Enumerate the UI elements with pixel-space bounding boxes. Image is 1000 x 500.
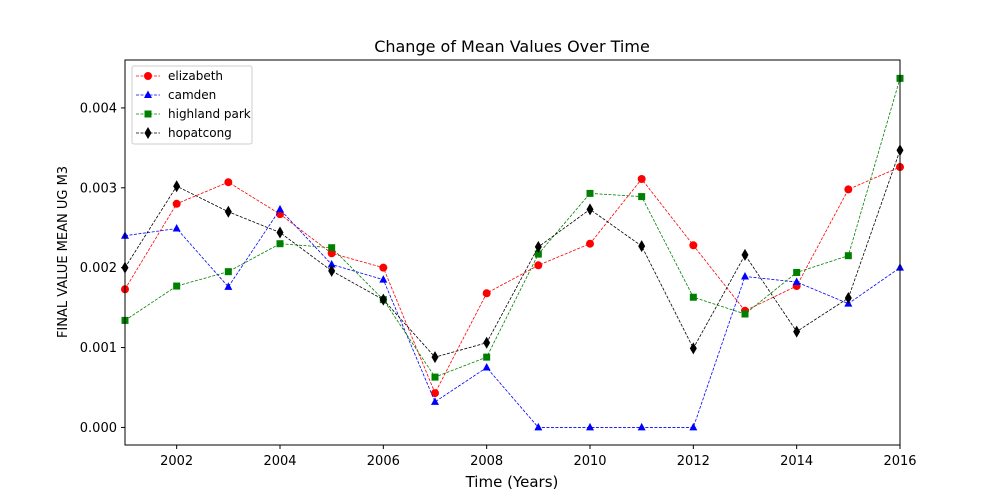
data-point xyxy=(638,193,646,201)
series-line xyxy=(124,150,901,358)
data-point xyxy=(379,275,388,283)
data-point xyxy=(793,325,801,338)
data-point xyxy=(793,268,801,276)
data-point xyxy=(172,224,181,232)
data-point xyxy=(792,277,801,286)
y-tick-label: 0.001 xyxy=(80,341,117,356)
data-point xyxy=(844,252,852,260)
legend-item: camden xyxy=(136,88,216,102)
series-line xyxy=(124,166,901,395)
data-point xyxy=(637,175,646,184)
legend-label: hopatcong xyxy=(168,126,232,140)
legend-label: elizabeth xyxy=(168,69,223,83)
data-point xyxy=(431,373,439,381)
data-point xyxy=(741,310,749,318)
legend-item: highland park xyxy=(136,107,251,121)
data-point xyxy=(172,199,181,208)
legend: elizabeth camden highland park hopatcong xyxy=(131,65,253,145)
data-point xyxy=(741,271,749,280)
data-point xyxy=(224,268,232,276)
chart-title: Change of Mean Values Over Time xyxy=(374,37,650,56)
data-point xyxy=(224,205,232,218)
data-point xyxy=(431,351,439,364)
data-point xyxy=(276,240,284,248)
y-tick-label: 0.003 xyxy=(80,181,117,196)
legend-marker xyxy=(144,110,152,118)
data-point xyxy=(379,293,387,306)
legend-box xyxy=(131,65,253,145)
data-point xyxy=(276,204,284,213)
data-point xyxy=(482,289,491,298)
data-point xyxy=(689,422,698,431)
data-point xyxy=(173,180,181,193)
data-point xyxy=(586,422,594,431)
plot-frame xyxy=(124,59,901,446)
data-point xyxy=(224,282,233,290)
series-line xyxy=(124,208,901,428)
series-hopatcong xyxy=(121,144,904,364)
data-point xyxy=(689,241,698,250)
data-point xyxy=(328,244,336,252)
legend-item: elizabeth xyxy=(136,69,223,83)
legend-label: camden xyxy=(168,88,216,102)
data-point xyxy=(379,263,388,272)
legend-marker xyxy=(144,90,152,98)
data-point xyxy=(483,353,491,361)
data-point xyxy=(586,203,594,216)
data-point xyxy=(431,389,439,398)
legend-item: hopatcong xyxy=(136,126,232,140)
data-point xyxy=(689,342,697,355)
x-tick-label: 2016 xyxy=(883,454,916,469)
data-point xyxy=(482,363,491,371)
data-point xyxy=(173,282,181,290)
x-tick-label: 2014 xyxy=(780,454,813,469)
data-point xyxy=(224,178,233,187)
legend-marker xyxy=(144,127,152,139)
data-point xyxy=(586,239,594,248)
data-point xyxy=(328,264,336,277)
x-tick-label: 2006 xyxy=(367,454,400,469)
x-tick-label: 2012 xyxy=(677,454,710,469)
legend-label: highland park xyxy=(168,107,251,121)
x-axis: 2002 2004 2006 2008 2010 2012 2014 2016 xyxy=(160,445,917,469)
data-point xyxy=(431,397,439,405)
data-point xyxy=(483,336,491,349)
legend-marker xyxy=(144,72,152,80)
data-point xyxy=(689,293,697,301)
data-point xyxy=(586,189,594,197)
data-point xyxy=(534,240,542,253)
series-line xyxy=(124,78,901,378)
data-point xyxy=(844,185,853,194)
data-point xyxy=(534,422,543,431)
series-elizabeth xyxy=(121,163,904,398)
x-tick-label: 2002 xyxy=(160,454,193,469)
data-point xyxy=(741,248,749,261)
data-point xyxy=(534,250,542,258)
y-axis-label: FINAL VALUE MEAN UG M3 xyxy=(56,166,71,338)
data-point xyxy=(327,249,336,258)
data-point xyxy=(534,261,543,270)
data-point xyxy=(327,259,336,268)
y-tick-label: 0.002 xyxy=(80,261,117,276)
data-point xyxy=(637,422,646,431)
series-camden xyxy=(121,204,904,431)
y-tick-label: 0.004 xyxy=(80,101,117,116)
x-axis-label: Time (Years) xyxy=(465,473,559,491)
y-axis: 0.000 0.001 0.002 0.003 0.004 xyxy=(80,101,125,436)
y-tick-label: 0.000 xyxy=(80,421,117,436)
plot-series-group xyxy=(121,74,904,431)
data-point xyxy=(276,226,284,239)
data-point xyxy=(638,240,646,253)
x-tick-label: 2010 xyxy=(573,454,606,469)
x-tick-label: 2004 xyxy=(263,454,296,469)
data-point xyxy=(844,292,852,305)
x-tick-label: 2008 xyxy=(470,454,503,469)
